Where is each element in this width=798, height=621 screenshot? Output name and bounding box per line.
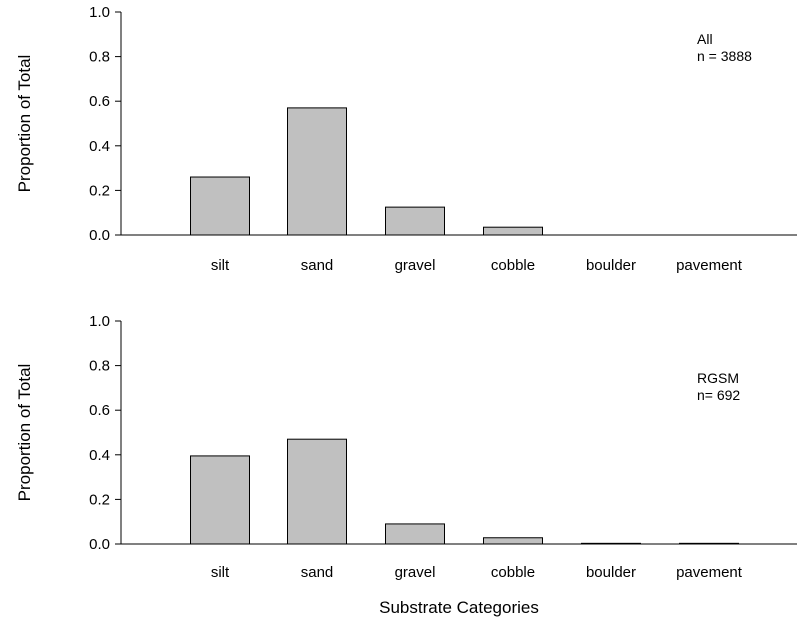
y-tick-label: 0.4 [89, 138, 110, 155]
category-label-pavement: pavement [676, 564, 743, 581]
y-tick-label: 0.8 [89, 358, 110, 375]
bar-pavement [679, 542, 739, 545]
bar-silt [190, 176, 250, 236]
category-label-pavement: pavement [676, 257, 743, 274]
y-axis-label: Proportion of Total [15, 55, 34, 193]
y-tick-label: 0.2 [89, 182, 110, 199]
category-label-sand: sand [301, 564, 334, 581]
panel-annotation: n= 692 [697, 387, 740, 403]
bar-cobble [483, 537, 543, 545]
y-tick-label: 1.0 [89, 313, 110, 330]
category-label-cobble: cobble [491, 257, 535, 274]
category-label-silt: silt [211, 564, 230, 581]
y-tick-label: 0.0 [89, 227, 110, 244]
chart-panel-rgsm: 0.0 0.2 0.4 0.6 0.8 1.0 silt sand gravel cobble bo… [15, 313, 797, 581]
bar-silt [190, 455, 250, 545]
x-axis-label: Substrate Categories [379, 598, 539, 617]
y-axis-label: Proportion of Total [15, 364, 34, 502]
y-tick-label: 0.8 [89, 49, 110, 66]
bar-sand [287, 107, 347, 236]
y-tick-label: 0.2 [89, 491, 110, 508]
y-tick-label: 0.0 [89, 536, 110, 553]
bar-sand [287, 438, 347, 545]
category-label-boulder: boulder [586, 257, 636, 274]
y-tick-label: 0.4 [89, 447, 110, 464]
panel-annotation: All [697, 31, 713, 47]
category-label-boulder: boulder [586, 564, 636, 581]
y-tick-label: 1.0 [89, 4, 110, 21]
chart-panel-all: 0.0 0.2 0.4 0.6 0.8 1.0 silt sand gravel cobble bo… [15, 4, 797, 274]
bar-gravel [385, 206, 445, 236]
bar-boulder [581, 542, 641, 545]
y-tick-label: 0.6 [89, 402, 110, 419]
category-label-cobble: cobble [491, 564, 535, 581]
bar-gravel [385, 523, 445, 545]
category-label-sand: sand [301, 257, 334, 274]
category-label-gravel: gravel [395, 564, 436, 581]
panel-annotation: n = 3888 [697, 48, 752, 64]
y-tick-label: 0.6 [89, 93, 110, 110]
bar-cobble [483, 226, 543, 236]
panel-annotation: RGSM [697, 370, 739, 386]
category-label-gravel: gravel [395, 257, 436, 274]
category-label-silt: silt [211, 257, 230, 274]
